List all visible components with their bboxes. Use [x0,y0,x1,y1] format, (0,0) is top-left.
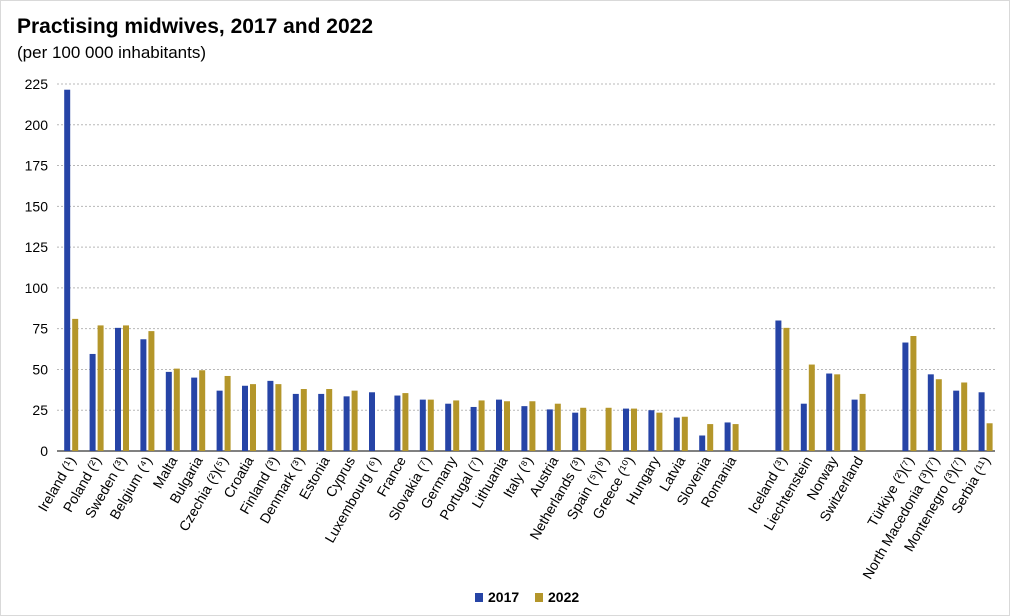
bar-2017 [140,339,146,451]
bar-2022 [834,374,840,451]
bar-2022 [682,417,688,451]
legend-label-2022: 2022 [548,589,579,605]
bar-2017 [826,374,832,451]
bar-2022 [580,408,586,451]
bar-2022 [123,325,129,451]
bar-2022 [453,400,459,451]
bar-2022 [402,393,408,451]
bar-2022 [352,391,358,451]
y-tick-label: 150 [25,198,49,214]
bar-2017 [420,400,426,451]
bar-2017 [521,406,527,451]
bar-2017 [699,436,705,451]
y-tick-label: 0 [40,443,48,459]
bar-2022 [301,389,307,451]
y-tick-label: 200 [25,117,49,133]
bar-2017 [902,343,908,451]
bar-2022 [174,369,180,451]
bar-2017 [496,400,502,451]
bar-2022 [428,400,434,451]
bar-2017 [166,372,172,451]
bar-2017 [648,410,654,451]
y-tick-label: 50 [32,361,48,377]
bar-2022 [809,365,815,451]
y-tick-label: 100 [25,280,49,296]
y-tick-label: 225 [25,76,49,92]
bar-2022 [860,394,866,451]
bar-2022 [250,384,256,451]
bar-2017 [267,381,273,451]
bar-2022 [555,404,561,451]
bar-2022 [656,413,662,451]
y-tick-label: 125 [25,239,49,255]
bar-2022 [148,331,154,451]
bar-2017 [191,378,197,451]
bar-2022 [504,401,510,451]
bar-2017 [725,422,731,451]
bar-2017 [217,391,223,451]
bar-2017 [369,392,375,451]
bar-2022 [98,325,104,451]
y-tick-label: 175 [25,158,49,174]
bar-2017 [674,418,680,451]
y-tick-label: 25 [32,402,48,418]
bar-chart: 0255075100125150175200225Ireland (¹)Pola… [1,1,1009,615]
bar-2017 [115,328,121,451]
legend-label-2017: 2017 [488,589,519,605]
bar-2017 [242,386,248,451]
bar-2022 [733,424,739,451]
bar-2022 [910,336,916,451]
bar-2017 [572,413,578,451]
bar-2017 [623,409,629,451]
y-tick-label: 75 [32,321,48,337]
bar-2022 [529,401,535,451]
bar-2022 [199,370,205,451]
chart-frame: Practising midwives, 2017 and 2022 (per … [0,0,1010,616]
bar-2017 [64,90,70,451]
bar-2022 [707,424,713,451]
bar-2017 [293,394,299,451]
bar-2017 [775,321,781,451]
bar-2017 [445,404,451,451]
bar-2017 [318,394,324,451]
bar-2017 [801,404,807,451]
bar-2022 [936,379,942,451]
bar-2017 [547,409,553,451]
bar-2022 [72,319,78,451]
bar-2022 [631,409,637,451]
bar-2022 [225,376,231,451]
bar-2022 [326,389,332,451]
bar-2017 [344,396,350,451]
legend-swatch-2017 [475,593,483,602]
bar-2017 [852,400,858,451]
bar-2017 [953,391,959,451]
legend-swatch-2022 [535,593,543,602]
bar-2017 [394,396,400,451]
bar-2022 [961,382,967,451]
bar-2017 [928,374,934,451]
bar-2022 [275,384,281,451]
bar-2022 [606,408,612,451]
bar-2022 [987,423,993,451]
bar-2022 [783,328,789,451]
bar-2017 [979,392,985,451]
bar-2017 [471,407,477,451]
bar-2022 [479,400,485,451]
bar-2017 [90,354,96,451]
